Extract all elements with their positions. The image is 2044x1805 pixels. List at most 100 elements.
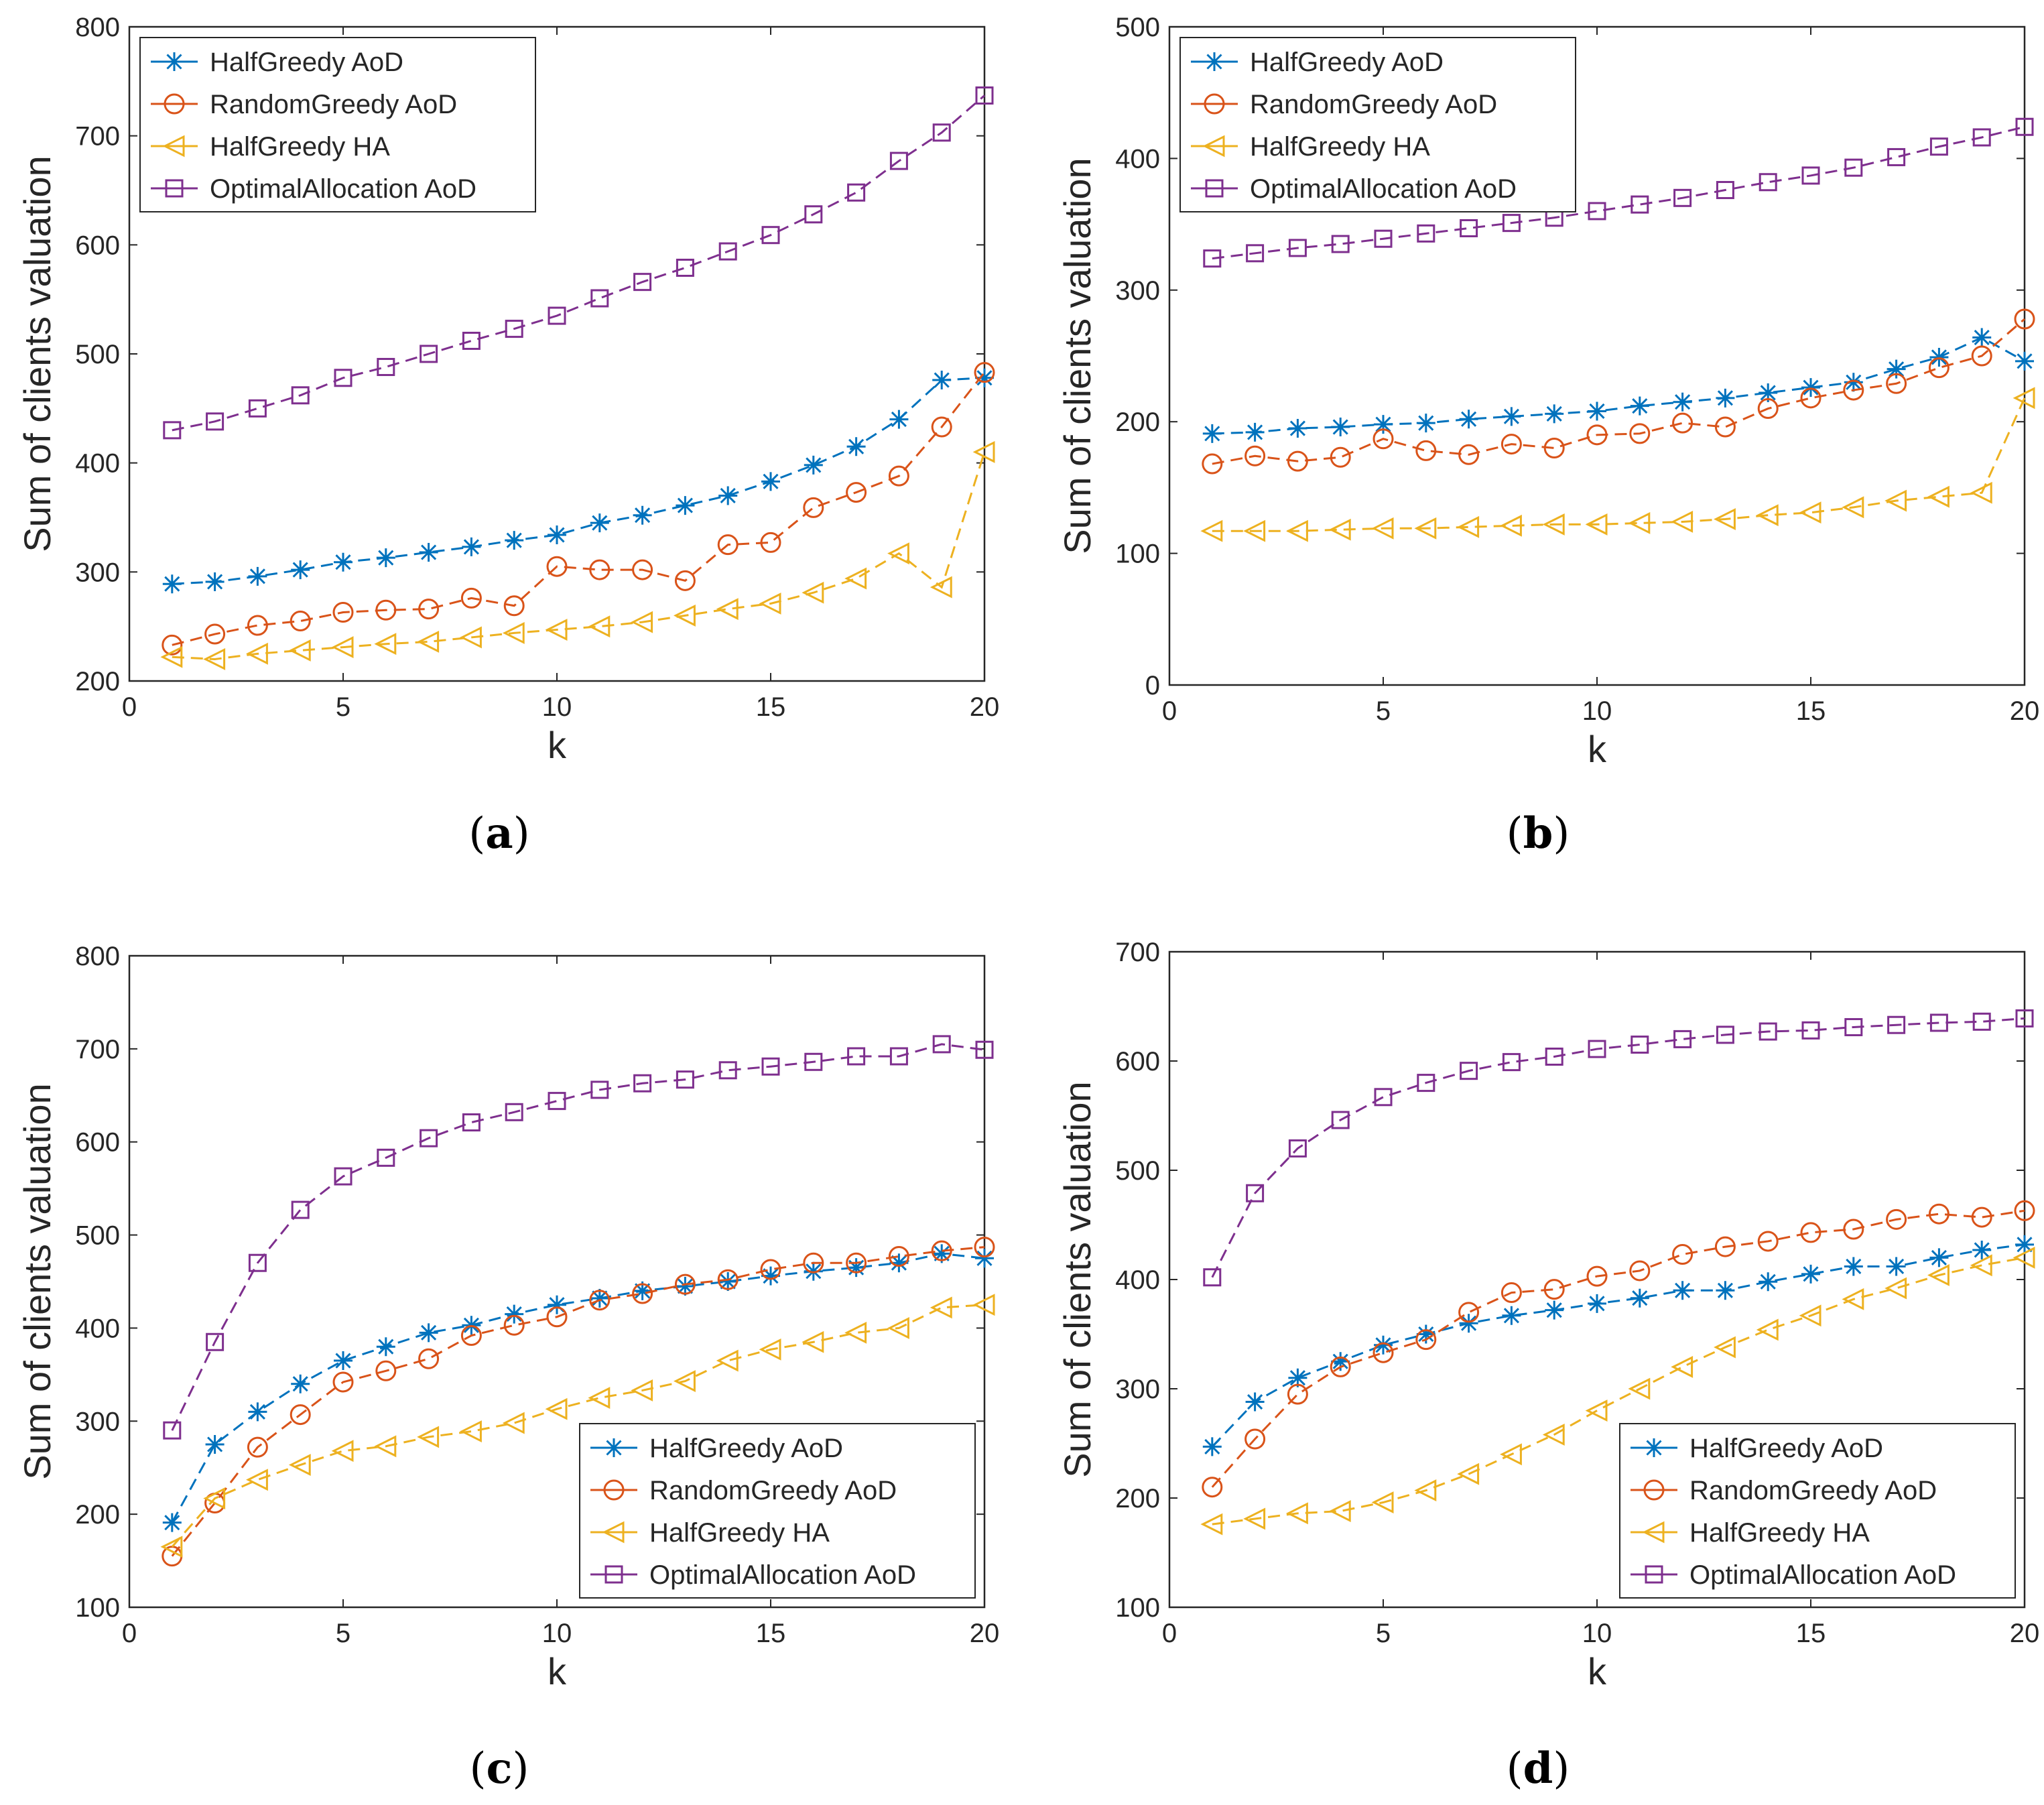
data-point <box>1588 202 1606 221</box>
y-tick-label: 100 <box>1115 1593 1160 1623</box>
legend: HalfGreedy AoD RandomGreedy AoD HalfGreedy… <box>579 1423 976 1599</box>
y-tick-label: 200 <box>75 667 120 696</box>
series-line <box>172 451 986 660</box>
x-axis-title: k <box>1588 728 1607 770</box>
data-point <box>632 559 653 580</box>
data-point <box>1801 1021 1820 1040</box>
data-point <box>932 1035 951 1054</box>
data-point <box>1842 496 1864 519</box>
legend-marker <box>1643 1479 1665 1501</box>
data-point <box>804 205 823 224</box>
data-point <box>1844 158 1863 177</box>
data-point <box>1929 347 1949 367</box>
data-point <box>505 320 523 338</box>
legend: HalfGreedy AoD RandomGreedy AoD HalfGreedy… <box>139 37 536 212</box>
data-point <box>1799 501 1822 524</box>
data-point <box>248 1402 267 1422</box>
y-tick-label: 700 <box>75 1035 120 1064</box>
y-tick-label: 400 <box>1115 144 1160 174</box>
data-point <box>460 626 482 649</box>
data-point <box>1671 1355 1694 1378</box>
series-optimalallocation-aod <box>1203 1009 2034 1287</box>
legend-entry: OptimalAllocation AoD <box>1250 174 1517 204</box>
data-point <box>290 611 311 632</box>
data-point <box>1887 359 1906 379</box>
data-point <box>846 437 866 456</box>
data-point <box>1757 1231 1779 1252</box>
data-point <box>1714 1236 1736 1257</box>
data-point <box>975 368 994 387</box>
data-point <box>1630 396 1649 416</box>
data-point <box>1287 450 1308 472</box>
data-point <box>804 1052 823 1071</box>
data-point <box>633 273 652 292</box>
data-point <box>1458 444 1480 465</box>
y-tick-label: 800 <box>75 942 120 971</box>
data-point <box>932 1244 952 1263</box>
data-point <box>1757 398 1779 420</box>
data-point <box>844 1321 867 1344</box>
data-point <box>503 1314 525 1336</box>
legend-marker <box>1205 52 1224 71</box>
y-axis-title: Sum of clients valuation <box>1056 158 1098 554</box>
legend-marker <box>603 1479 625 1501</box>
y-axis-title: Sum of clients valuation <box>16 155 58 552</box>
data-point <box>1414 517 1437 540</box>
data-point <box>1203 249 1222 268</box>
data-point <box>1545 404 1564 424</box>
y-tick-label: 200 <box>1115 408 1160 437</box>
data-point <box>1629 423 1651 444</box>
data-point <box>1972 1240 1992 1259</box>
data-point <box>331 1440 354 1462</box>
data-point <box>1631 195 1649 214</box>
data-point <box>1971 345 1992 367</box>
data-point <box>206 1332 225 1351</box>
legend-entry: HalfGreedy HA <box>1689 1518 1870 1548</box>
data-point <box>1887 1015 1906 1034</box>
data-point <box>1928 1203 1950 1225</box>
data-point <box>1630 1288 1649 1308</box>
data-point <box>676 1276 695 1296</box>
data-point <box>206 412 225 431</box>
legend-entry: OptimalAllocation AoD <box>1689 1560 1956 1590</box>
data-point <box>1286 519 1308 542</box>
data-point <box>972 1294 995 1316</box>
x-tick-label: 15 <box>1796 1619 1826 1648</box>
data-point <box>972 440 995 463</box>
data-point <box>332 602 354 623</box>
data-point <box>1502 1053 1521 1072</box>
data-point <box>1929 137 1948 156</box>
y-tick-label: 300 <box>1115 1375 1160 1404</box>
legend-marker <box>1645 1438 1663 1457</box>
data-point <box>548 525 566 545</box>
data-point <box>545 1397 568 1420</box>
data-point <box>590 1080 609 1099</box>
data-point <box>291 1200 310 1219</box>
data-point <box>975 1040 994 1059</box>
data-point <box>1588 1294 1606 1313</box>
data-point <box>1927 1264 1950 1286</box>
data-point <box>1843 379 1864 401</box>
data-point <box>1588 401 1606 421</box>
series-line <box>172 371 986 646</box>
data-point <box>1671 511 1694 533</box>
data-point <box>717 534 739 556</box>
data-point <box>1288 1139 1307 1158</box>
data-point <box>1929 1248 1949 1267</box>
data-point <box>1545 1047 1563 1066</box>
series-halfgreedy-aod <box>1202 328 2034 443</box>
data-point <box>377 358 395 377</box>
data-point <box>163 421 182 440</box>
data-point <box>1886 1208 1907 1230</box>
panel-caption: (d) <box>1507 1743 1570 1794</box>
data-point <box>2013 387 2035 410</box>
legend-entry: HalfGreedy HA <box>649 1518 830 1548</box>
data-point <box>633 505 652 525</box>
data-point <box>1588 1040 1606 1058</box>
data-point <box>505 1304 524 1324</box>
data-point <box>846 1258 866 1278</box>
data-point <box>760 1259 781 1280</box>
data-point <box>1673 1030 1692 1048</box>
data-point <box>1756 504 1779 527</box>
data-point <box>718 486 738 505</box>
